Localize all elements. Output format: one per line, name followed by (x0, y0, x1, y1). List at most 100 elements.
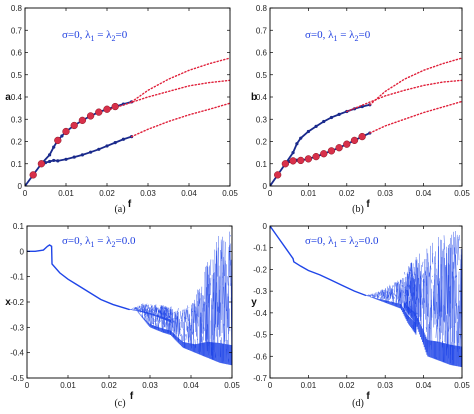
marker-point (304, 155, 313, 163)
x-tick-label: 0.03 (377, 189, 393, 198)
x-tick-label: 0.02 (339, 189, 355, 198)
x-tick-label: 0.04 (416, 381, 432, 390)
data-point (322, 119, 326, 124)
panel-b: 0 0.01 0.02 0.03 0.04 0.05 0 0.1 0.2 0.3 0.4 0.5 0.6… (251, 4, 470, 215)
x-axis-label: f (130, 391, 134, 402)
marker-point (54, 136, 62, 145)
y-tick-label: 0.6 (11, 49, 23, 58)
x-tick-label: 0.02 (339, 381, 355, 390)
marker-point (327, 147, 336, 155)
y-tick-label: -0.3 (253, 287, 267, 296)
y-axis-label: a (5, 92, 11, 103)
data-point (360, 104, 364, 109)
marker-point (358, 132, 366, 141)
series-2-dotted-line (369, 57, 462, 106)
marker-point (70, 121, 78, 130)
y-tick-label: 0.2 (256, 138, 268, 147)
y-axis-label: x (5, 297, 11, 308)
y-axis-label: b (251, 92, 257, 103)
data-point (52, 158, 56, 163)
marker-point (274, 171, 282, 179)
x-tick-label: 0 (25, 381, 30, 390)
parameter-annotation: σ=0, λ1 = λ2=0.0 (305, 235, 379, 249)
data-point (48, 159, 52, 164)
x-axis-label: f (366, 199, 370, 210)
response-curve (27, 244, 130, 311)
y-tick-label: 0 (263, 182, 268, 191)
series-2-dotted-line (130, 57, 230, 103)
x-tick-label: 0 (268, 189, 273, 198)
x-tick-label: 0 (23, 189, 28, 198)
y-tick-label: 0.4 (256, 93, 268, 102)
y-tick-label: 0.5 (11, 71, 23, 80)
marker-point (335, 144, 343, 152)
plot-frame (24, 7, 231, 187)
panel-d: 0 0.01 0.02 0.03 0.04 0.05 0 -0.1 -0.2 -0.3 -0.4 -0… (251, 222, 470, 409)
x-tick-label: 0.01 (58, 189, 74, 198)
y-tick-label: -0.4 (253, 309, 267, 318)
x-tick-label: 0.03 (140, 189, 156, 198)
marker-point (62, 127, 70, 136)
x-tick-label: 0.03 (142, 381, 158, 390)
series-4-dotted-line (369, 100, 462, 134)
panel-a: 0 0.01 0.02 0.03 0.04 0.05 0 0.1 0.2 0.3 0.4 0.5 0.6… (5, 4, 238, 215)
x-tick-label: 0.05 (454, 381, 470, 390)
plot-area (27, 231, 232, 366)
plot-area (270, 226, 462, 368)
data-point (56, 159, 60, 163)
y-tick-label: -0.6 (253, 352, 267, 361)
y-tick-label: 0.7 (256, 26, 268, 35)
data-point (80, 153, 84, 157)
y-tick-label: 0.5 (256, 71, 268, 80)
chaotic-band-2 (170, 231, 232, 366)
y-tick-label: 0.7 (11, 26, 23, 35)
y-tick-label: -0.2 (10, 298, 24, 307)
y-tick-label: -0.4 (10, 349, 24, 358)
y-tick-label: 0.6 (256, 49, 268, 58)
data-point (329, 115, 334, 120)
response-curve (270, 226, 367, 297)
panel-c: 0 0.01 0.02 0.03 0.04 0.05 0.1 0 -0.1 -0.2 -0.3 -0.… (5, 222, 240, 409)
marker-point (29, 171, 37, 179)
panel-caption: (c) (114, 398, 125, 409)
y-tick-label: 0.3 (11, 115, 23, 124)
plot-area (270, 57, 462, 186)
data-point (291, 151, 295, 155)
panel-caption: (a) (114, 204, 125, 215)
y-tick-label: 0.8 (256, 4, 268, 13)
y-tick-label: 0.8 (11, 4, 23, 13)
y-axis-label: y (251, 297, 257, 308)
y-tick-label: 0.2 (11, 138, 23, 147)
parameter-annotation: σ=0, λ1 = λ2=0 (305, 29, 371, 43)
panel-caption: (d) (352, 398, 364, 409)
y-tick-label: 0 (18, 182, 23, 191)
series-0-stable-dots-line (270, 103, 371, 186)
data-point (97, 147, 101, 151)
chaotic-band-0 (366, 279, 402, 309)
marker-point (95, 108, 103, 116)
y-tick-label: -0.1 (10, 273, 24, 282)
data-point (314, 124, 318, 128)
series-3-dotted-line (346, 79, 462, 113)
series-0-stable-dots-line (25, 101, 132, 186)
x-tick-label: 0.01 (301, 381, 317, 390)
y-tick-label: -0.3 (10, 323, 24, 332)
y-tick-label: -0.5 (10, 374, 24, 383)
x-axis-label: f (128, 199, 132, 210)
y-tick-label: 0 (20, 247, 25, 256)
marker-point (78, 116, 87, 125)
data-point (337, 112, 341, 116)
series-4-dotted-line (130, 102, 230, 138)
y-tick-label: 0.3 (256, 115, 268, 124)
plot-frame (269, 225, 463, 379)
x-tick-label: 0.03 (377, 381, 393, 390)
y-tick-label: 0.1 (256, 160, 268, 169)
data-point (60, 134, 64, 138)
x-tick-label: 0.05 (222, 189, 238, 198)
y-tick-label: 0.4 (11, 93, 23, 102)
y-tick-label: 0 (263, 222, 268, 231)
panel-caption: (b) (352, 204, 364, 215)
marker-point (297, 156, 305, 165)
marker-point (350, 136, 359, 145)
